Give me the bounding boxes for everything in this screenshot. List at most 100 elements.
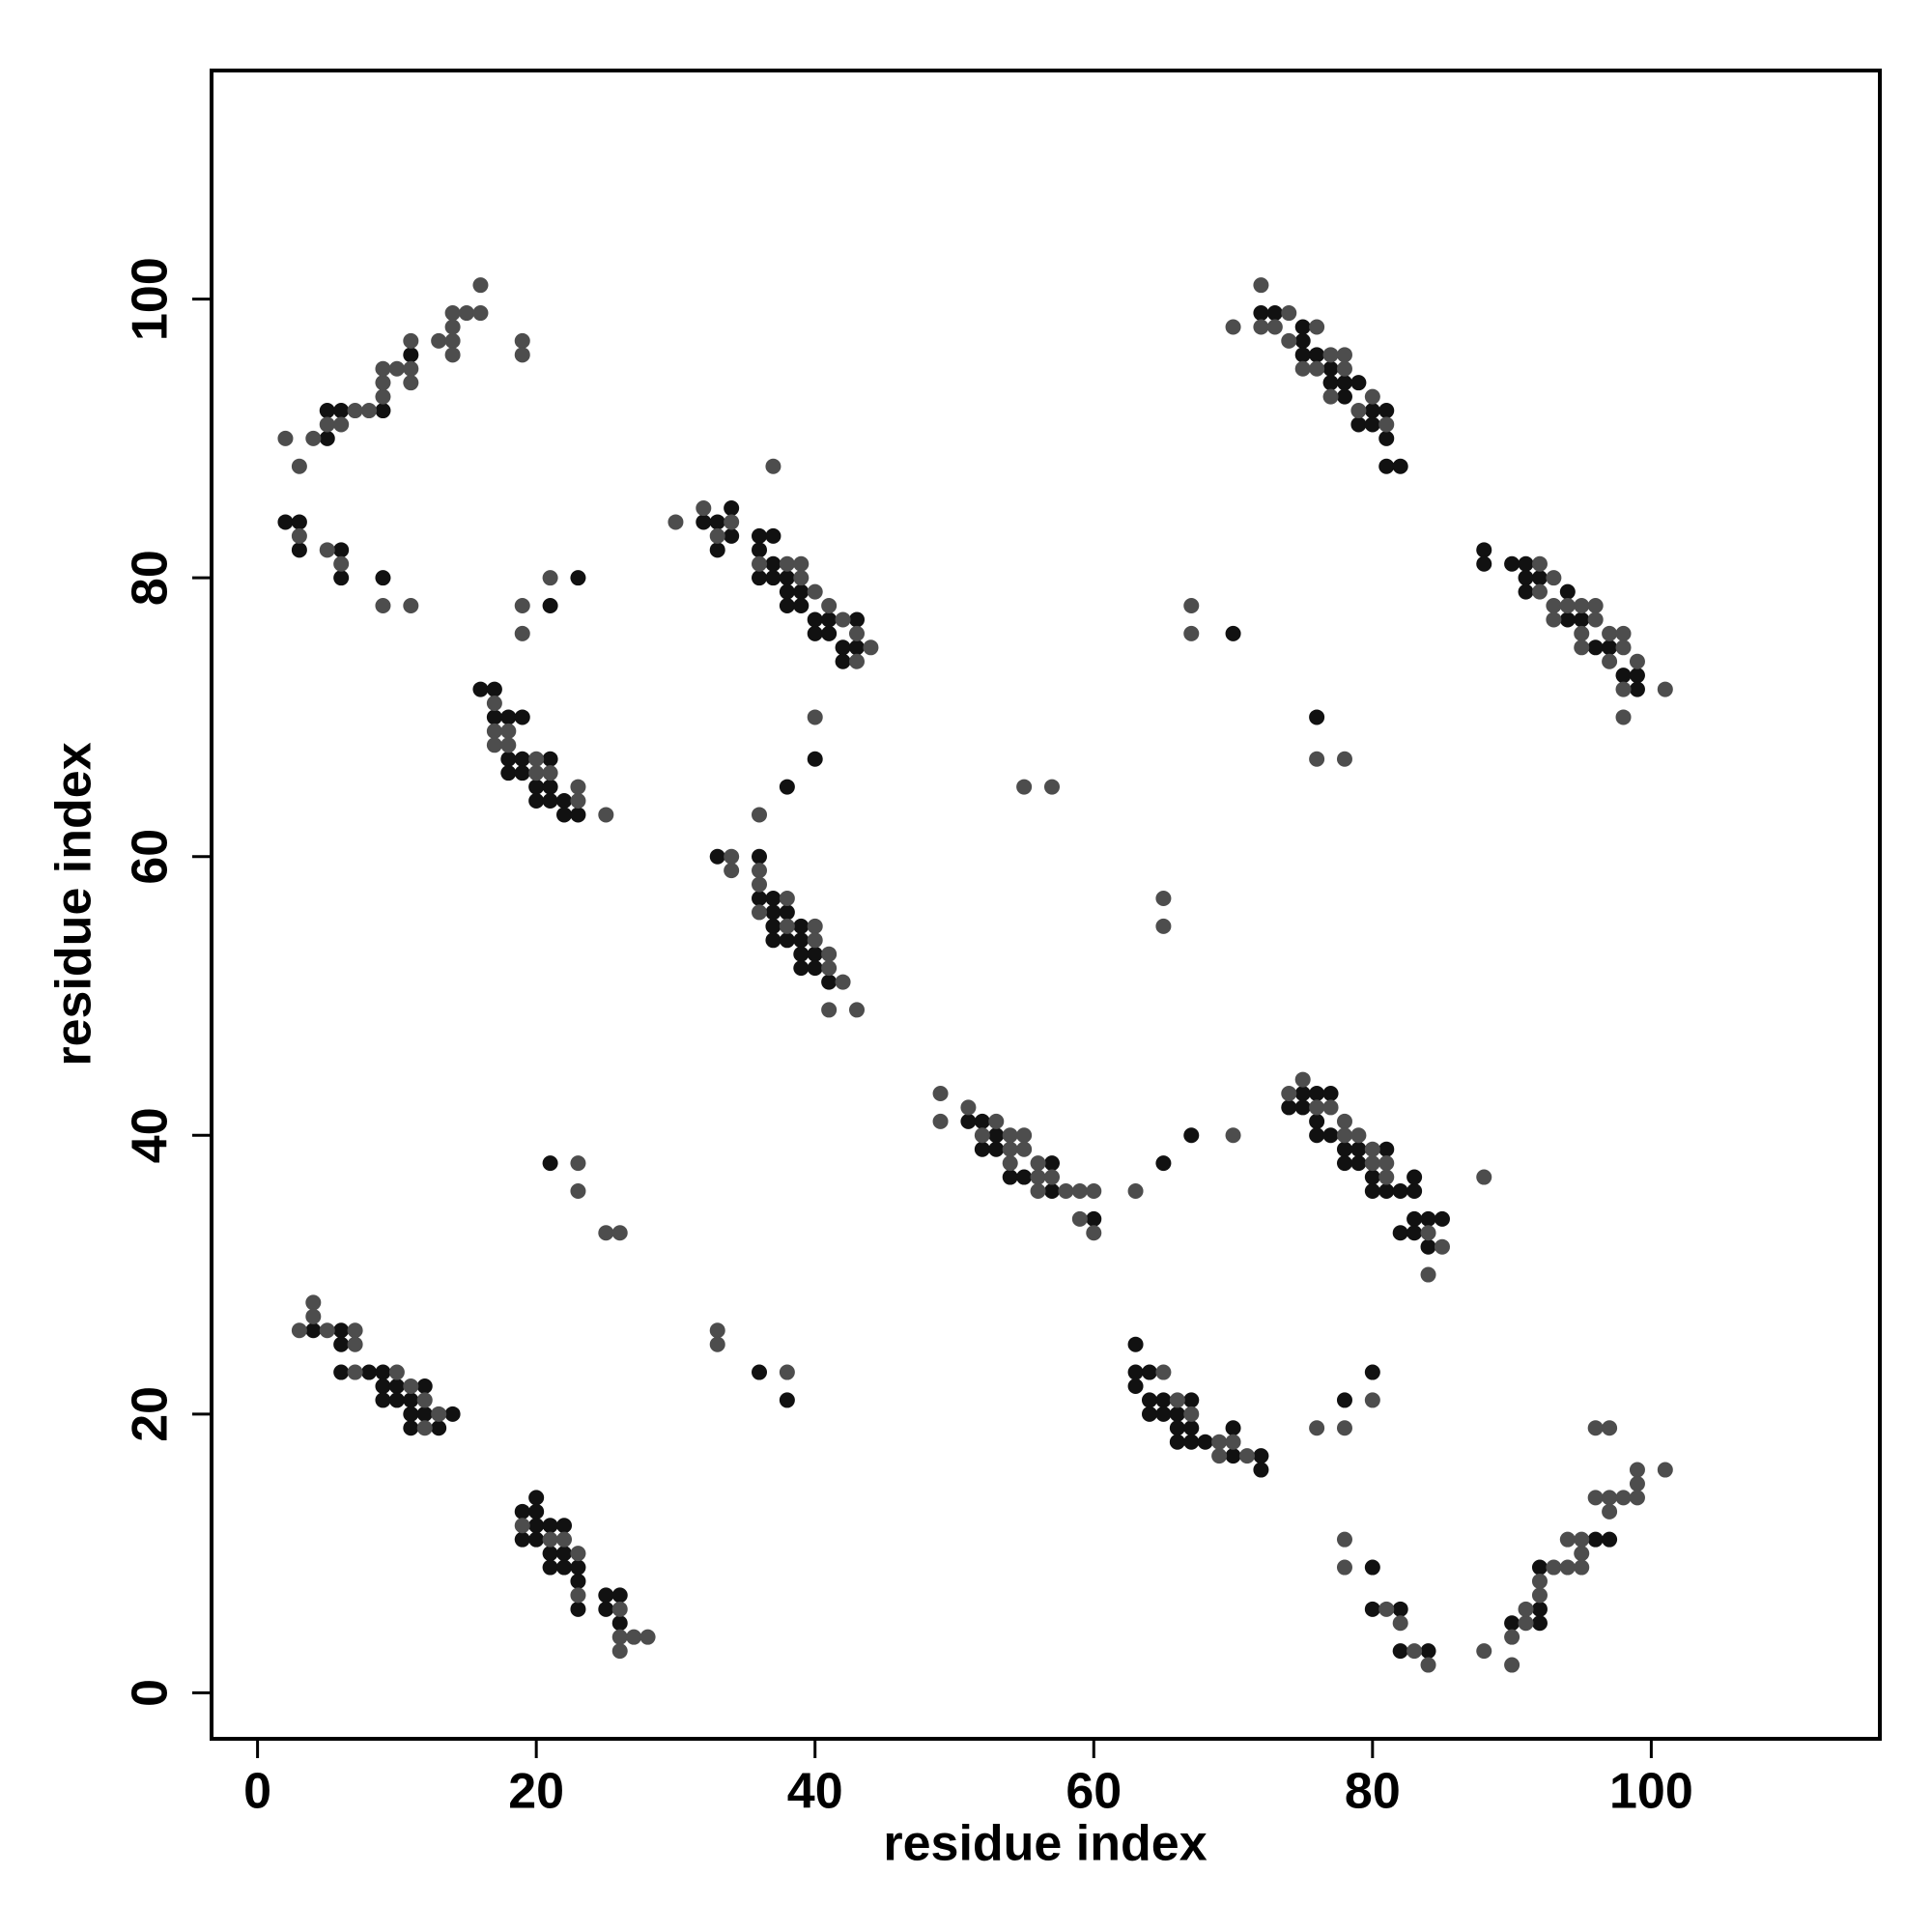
point — [570, 1601, 586, 1617]
point — [779, 891, 795, 907]
y-tick-label: 0 — [123, 1679, 179, 1707]
point — [807, 709, 823, 725]
point — [472, 277, 489, 294]
point — [1657, 1462, 1673, 1478]
point — [1615, 709, 1632, 725]
point — [611, 1629, 628, 1645]
point — [1559, 598, 1576, 614]
point — [542, 1531, 558, 1548]
point — [1602, 639, 1618, 656]
point — [1002, 1155, 1018, 1172]
point — [793, 918, 810, 934]
point — [1531, 1573, 1548, 1589]
point — [849, 639, 866, 656]
point — [960, 1099, 977, 1116]
point — [1294, 332, 1311, 349]
point — [793, 960, 810, 977]
point — [472, 681, 489, 697]
point — [752, 904, 768, 921]
point — [388, 1378, 405, 1394]
point — [779, 555, 795, 572]
x-tick-label: 0 — [243, 1764, 271, 1820]
point — [1336, 360, 1352, 377]
point — [556, 1559, 573, 1576]
point — [988, 1141, 1005, 1157]
point — [319, 403, 335, 419]
point — [319, 1322, 335, 1339]
point — [1294, 1085, 1311, 1101]
point — [793, 598, 810, 614]
point — [974, 1141, 990, 1157]
point — [514, 625, 530, 641]
point — [709, 1336, 725, 1352]
point — [1518, 583, 1534, 600]
point — [1615, 668, 1632, 684]
point — [1546, 598, 1562, 614]
point — [403, 598, 419, 614]
point — [1281, 332, 1297, 349]
point — [1574, 598, 1590, 614]
point — [277, 430, 294, 446]
point — [1531, 1587, 1548, 1604]
point — [1406, 1169, 1423, 1185]
point — [1406, 1182, 1423, 1199]
point — [1364, 1601, 1380, 1617]
point — [1378, 403, 1395, 419]
point — [611, 1587, 628, 1604]
point — [1211, 1434, 1228, 1450]
point — [752, 807, 768, 823]
point — [347, 1364, 363, 1380]
point — [1406, 1210, 1423, 1227]
point — [1336, 1392, 1352, 1408]
point — [1629, 1490, 1645, 1506]
x-tick-label: 20 — [508, 1764, 564, 1820]
point — [974, 1113, 990, 1129]
point — [1574, 639, 1590, 656]
point — [1559, 611, 1576, 628]
point — [1615, 681, 1632, 697]
point — [1309, 319, 1325, 335]
point — [1587, 1490, 1604, 1506]
point — [598, 1587, 614, 1604]
point — [291, 527, 307, 544]
point — [1531, 555, 1548, 572]
point — [988, 1113, 1005, 1129]
point — [1309, 1113, 1325, 1129]
point — [1336, 751, 1352, 767]
point — [1574, 611, 1590, 628]
point — [821, 625, 838, 641]
point — [1336, 1155, 1352, 1172]
point — [1364, 1182, 1380, 1199]
point — [1350, 403, 1367, 419]
point — [1183, 1406, 1200, 1422]
point — [319, 416, 335, 433]
point — [403, 1392, 419, 1408]
point — [1364, 416, 1380, 433]
point — [1629, 1462, 1645, 1478]
point — [1364, 388, 1380, 405]
point — [1225, 1434, 1241, 1450]
point — [514, 1503, 530, 1520]
point — [765, 527, 781, 544]
point — [1183, 1434, 1200, 1450]
point — [1392, 1601, 1408, 1617]
point — [1587, 639, 1604, 656]
point — [1253, 1462, 1269, 1478]
point — [752, 555, 768, 572]
point — [1253, 1448, 1269, 1464]
point — [1322, 1099, 1339, 1116]
point — [1574, 1559, 1590, 1576]
point — [1587, 598, 1604, 614]
point — [486, 723, 502, 739]
point — [598, 807, 614, 823]
point — [1002, 1141, 1018, 1157]
point — [1420, 1266, 1436, 1283]
point — [1141, 1364, 1157, 1380]
point — [807, 611, 823, 628]
y-axis-title: residue index — [46, 742, 102, 1065]
point — [514, 598, 530, 614]
point — [1629, 681, 1645, 697]
point — [556, 1518, 573, 1534]
point — [1531, 1615, 1548, 1632]
